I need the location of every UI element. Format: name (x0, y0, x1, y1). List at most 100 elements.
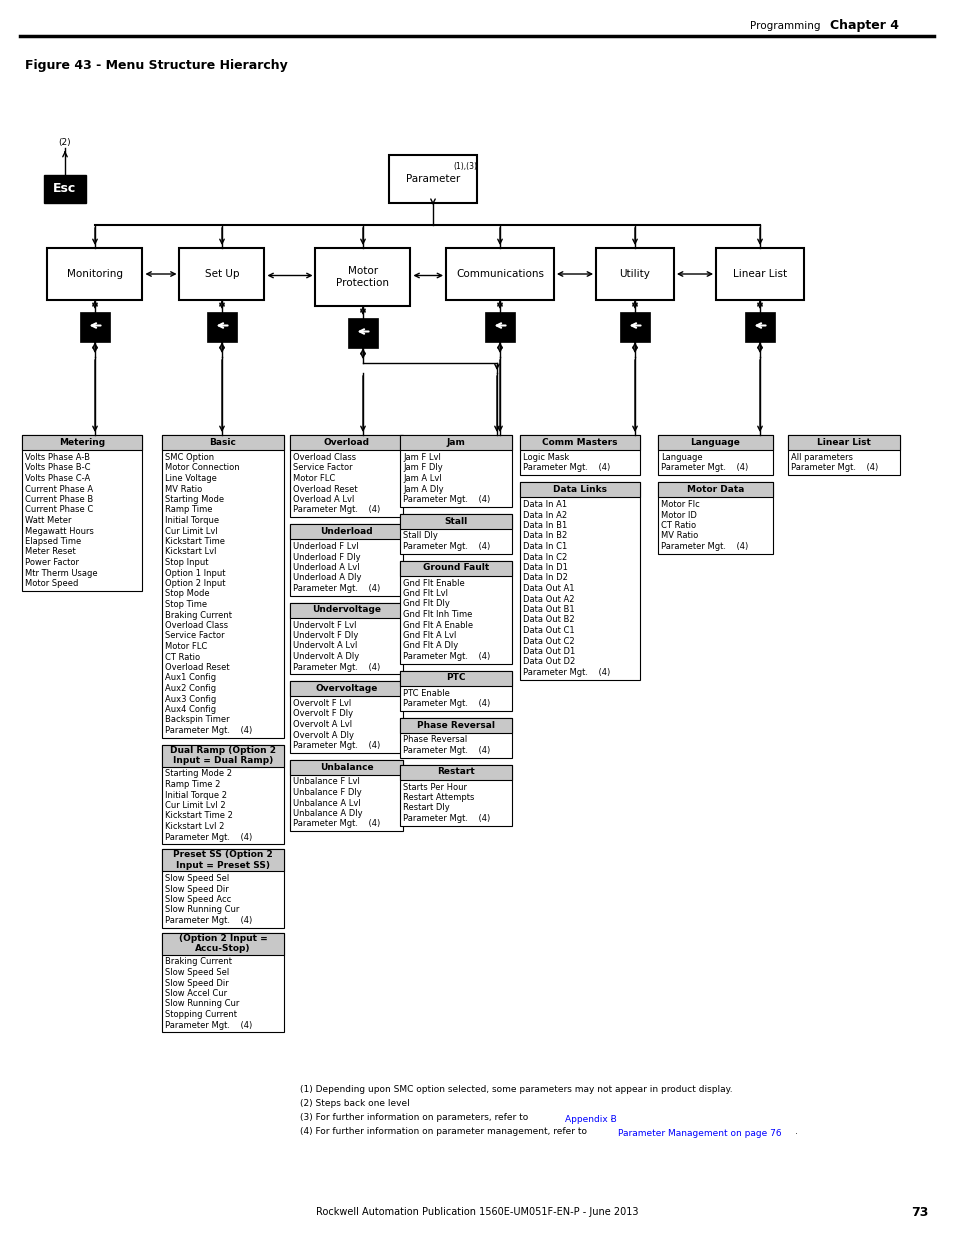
Text: PTC Enable: PTC Enable (402, 688, 450, 698)
Bar (658, 435, 772, 450)
Text: .: . (609, 1113, 612, 1123)
Text: Overload Reset: Overload Reset (293, 484, 357, 494)
Text: Watt Meter: Watt Meter (25, 516, 71, 525)
Text: CT Ratio: CT Ratio (660, 521, 696, 530)
Text: Utility: Utility (618, 269, 650, 279)
Text: Stop Input: Stop Input (165, 558, 209, 567)
Bar (399, 435, 512, 506)
Bar (744, 312, 774, 342)
Text: Jam A Lvl: Jam A Lvl (402, 474, 441, 483)
Text: Jam F Dly: Jam F Dly (402, 463, 442, 473)
Text: CT Ratio: CT Ratio (165, 652, 200, 662)
Text: Slow Speed Sel: Slow Speed Sel (165, 874, 229, 883)
Text: Parameter Mgt.    (4): Parameter Mgt. (4) (165, 832, 252, 841)
Text: Data In C1: Data In C1 (522, 542, 567, 551)
Text: Slow Speed Sel: Slow Speed Sel (165, 968, 229, 977)
Bar (162, 745, 284, 844)
Text: Restart Attempts: Restart Attempts (402, 793, 474, 802)
Text: Ramp Time 2: Ramp Time 2 (165, 781, 220, 789)
Text: Dual Ramp (Option 2
Input = Dual Ramp): Dual Ramp (Option 2 Input = Dual Ramp) (170, 746, 275, 766)
Text: Linear List: Linear List (816, 438, 870, 447)
Text: 73: 73 (910, 1205, 927, 1219)
Bar (399, 718, 512, 732)
Text: Data Out C1: Data Out C1 (522, 626, 574, 635)
Text: Motor Speed: Motor Speed (25, 579, 78, 588)
Text: Kickstart Time: Kickstart Time (165, 537, 225, 546)
Bar (399, 671, 512, 710)
Text: Current Phase A: Current Phase A (25, 484, 93, 494)
Text: Overvolt F Dly: Overvolt F Dly (293, 709, 353, 719)
Bar (399, 671, 512, 685)
Text: Linear List: Linear List (732, 269, 786, 279)
Text: Parameter Mgt.    (4): Parameter Mgt. (4) (293, 662, 380, 672)
Text: Jam A Dly: Jam A Dly (402, 484, 443, 494)
Text: Ramp Time: Ramp Time (165, 505, 213, 515)
Bar (290, 603, 402, 674)
Bar (290, 760, 402, 831)
Text: Parameter Mgt.    (4): Parameter Mgt. (4) (660, 542, 747, 551)
Text: Data In A1: Data In A1 (522, 500, 566, 509)
Text: Data In D1: Data In D1 (522, 563, 567, 572)
Bar (290, 435, 402, 450)
Text: Motor FLC: Motor FLC (165, 642, 207, 651)
Text: MV Ratio: MV Ratio (660, 531, 698, 541)
Text: (2) Steps back one level: (2) Steps back one level (299, 1099, 410, 1108)
Text: Service Factor: Service Factor (293, 463, 353, 473)
Text: Braking Current: Braking Current (165, 957, 232, 967)
Bar (399, 435, 512, 450)
Bar (399, 514, 512, 553)
Text: Volts Phase C-A: Volts Phase C-A (25, 474, 91, 483)
Text: Parameter Mgt.    (4): Parameter Mgt. (4) (402, 542, 490, 551)
Text: Undervolt A Dly: Undervolt A Dly (293, 652, 359, 661)
Text: Underload A Lvl: Underload A Lvl (293, 563, 359, 572)
Text: Underload F Lvl: Underload F Lvl (293, 542, 358, 551)
Text: Unbalance A Dly: Unbalance A Dly (293, 809, 362, 818)
Text: Motor Connection: Motor Connection (165, 463, 239, 473)
Text: Current Phase B: Current Phase B (25, 495, 93, 504)
Text: Current Phase C: Current Phase C (25, 505, 93, 515)
Bar (389, 156, 476, 203)
Text: Cur Limit Lvl 2: Cur Limit Lvl 2 (165, 802, 226, 810)
Text: Service Factor: Service Factor (165, 631, 224, 641)
Text: Monitoring: Monitoring (67, 269, 123, 279)
Text: Starting Mode: Starting Mode (165, 495, 224, 504)
Text: Data Out C2: Data Out C2 (522, 636, 574, 646)
Bar (162, 745, 284, 767)
Text: MV Ratio: MV Ratio (165, 484, 202, 494)
Text: Phase Reversal: Phase Reversal (416, 720, 495, 730)
Text: Data In C2: Data In C2 (522, 552, 567, 562)
Text: Restart: Restart (436, 767, 475, 777)
Text: Slow Running Cur: Slow Running Cur (165, 905, 239, 914)
Bar (290, 680, 402, 752)
Bar (22, 435, 142, 590)
Text: Slow Speed Dir: Slow Speed Dir (165, 884, 229, 893)
Text: Line Voltage: Line Voltage (165, 474, 216, 483)
Bar (716, 248, 803, 300)
Text: Data Out B2: Data Out B2 (522, 615, 574, 625)
Text: Gnd Flt Enable: Gnd Flt Enable (402, 578, 464, 588)
Text: Motor Data: Motor Data (686, 485, 743, 494)
Text: Slow Speed Dir: Slow Speed Dir (165, 978, 229, 988)
Text: Aux1 Config: Aux1 Config (165, 673, 216, 683)
Text: Aux4 Config: Aux4 Config (165, 705, 216, 714)
Text: Parameter Mgt.    (4): Parameter Mgt. (4) (293, 741, 380, 750)
Text: Overvolt F Lvl: Overvolt F Lvl (293, 699, 351, 708)
Text: Gnd Flt Dly: Gnd Flt Dly (402, 599, 450, 609)
Text: Aux2 Config: Aux2 Config (165, 684, 216, 693)
Bar (519, 435, 639, 475)
Text: Kickstart Lvl 2: Kickstart Lvl 2 (165, 823, 224, 831)
Text: Data Out A1: Data Out A1 (522, 584, 574, 593)
Text: Undervolt F Dly: Undervolt F Dly (293, 631, 358, 640)
Text: Stall Dly: Stall Dly (402, 531, 437, 541)
Text: Overload Class: Overload Class (293, 453, 355, 462)
Bar (399, 718, 512, 757)
Text: Parameter Mgt.    (4): Parameter Mgt. (4) (522, 463, 610, 473)
Text: Rockwell Automation Publication 1560E-UM051F-EN-P - June 2013: Rockwell Automation Publication 1560E-UM… (315, 1207, 638, 1216)
Text: Initial Torque: Initial Torque (165, 516, 219, 525)
Text: Undervolt A Lvl: Undervolt A Lvl (293, 641, 357, 651)
Text: Data Out A2: Data Out A2 (522, 594, 574, 604)
Text: Kickstart Time 2: Kickstart Time 2 (165, 811, 233, 820)
Text: Language: Language (660, 453, 702, 462)
Bar (207, 312, 236, 342)
Text: Stopping Current: Stopping Current (165, 1010, 236, 1019)
